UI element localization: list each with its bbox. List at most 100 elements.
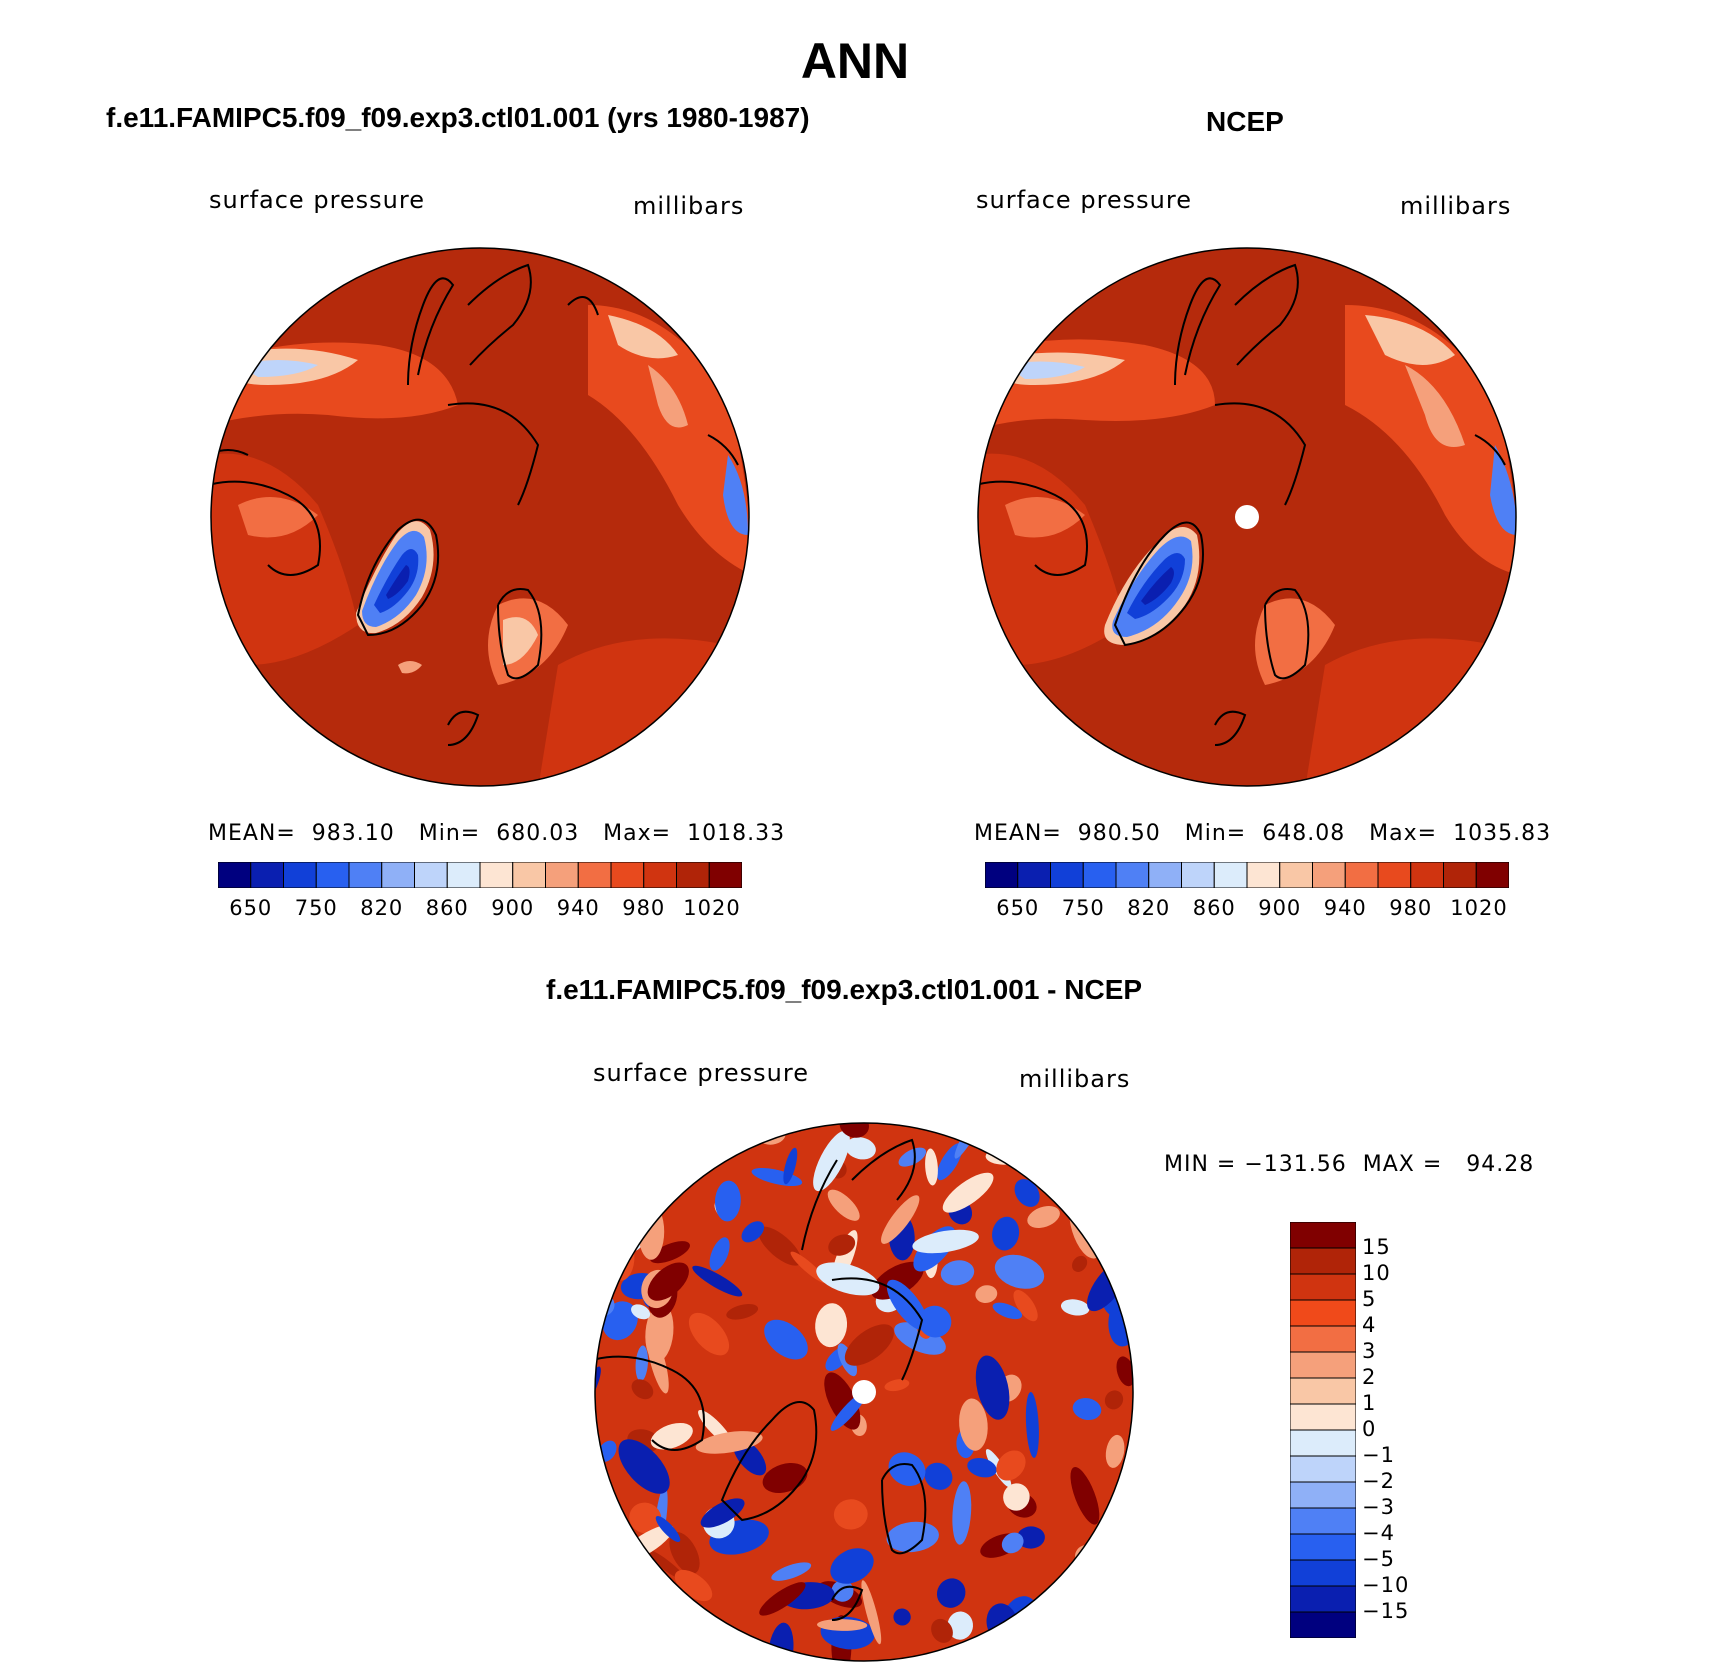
difference-texture-blob xyxy=(645,1123,684,1153)
colorbar-tick-label: 980 xyxy=(1389,896,1433,920)
colorbar-swatch xyxy=(1246,862,1281,888)
map-border xyxy=(210,247,750,787)
difference-texture-blob xyxy=(650,1422,693,1450)
difference-texture-blob xyxy=(967,1457,997,1478)
difference-texture-blob xyxy=(942,1172,994,1213)
colorbar-swatch xyxy=(414,862,448,888)
difference-texture-blob xyxy=(655,1123,711,1142)
difference-texture-blob xyxy=(1013,1289,1038,1322)
main-title: ANN xyxy=(800,33,910,89)
difference-subtitle: f.e11.FAMIPC5.f09_f09.exp3.ctl01.001 - N… xyxy=(546,974,1143,1005)
colorbar-swatch xyxy=(1290,1403,1356,1431)
difference-texture-blob xyxy=(595,1366,601,1404)
difference-texture-blob xyxy=(644,1548,686,1580)
difference-texture-blob xyxy=(1111,1136,1131,1194)
colorbar-tick-label: −15 xyxy=(1362,1599,1410,1623)
difference-texture-blob xyxy=(631,1379,654,1400)
colorbar-swatch xyxy=(1181,862,1215,888)
difference-texture-blob xyxy=(688,1312,730,1356)
colorbar-tick-label: 750 xyxy=(1061,896,1105,920)
model-stats: MEAN= 983.10 Min= 680.03 Max= 1018.33 xyxy=(208,821,786,846)
difference-texture-blob xyxy=(595,1512,613,1550)
colorbar-swatch xyxy=(1290,1377,1356,1405)
difference-texture-blob xyxy=(886,1521,939,1553)
difference-texture-blob xyxy=(783,1147,798,1185)
colorbar-tick-label: 750 xyxy=(294,896,338,920)
difference-texture-blob xyxy=(759,1582,806,1616)
colorbar-tick-label: 820 xyxy=(1127,896,1171,920)
obs-stats: MEAN= 980.50 Min= 648.08 Max= 1035.83 xyxy=(974,821,1552,846)
colorbar-tick-label: −2 xyxy=(1362,1469,1395,1493)
colorbar-swatch xyxy=(446,862,481,888)
colorbar-swatch xyxy=(1279,862,1313,888)
colorbar-swatch xyxy=(1017,862,1051,888)
difference-texture-blob xyxy=(1001,1532,1024,1554)
difference-texture-blob xyxy=(1104,1390,1124,1410)
difference-texture-blob xyxy=(881,1195,920,1244)
difference-texture-blob xyxy=(635,1345,649,1382)
colorbar-swatch xyxy=(1115,862,1150,888)
difference-texture-blob xyxy=(764,1319,808,1360)
difference-texture-blob xyxy=(884,1379,910,1392)
difference-texture-blob xyxy=(1003,1483,1030,1511)
difference-texture-blob xyxy=(629,1502,662,1534)
difference-variable-label: surface pressure xyxy=(593,1059,809,1087)
colorbar-swatch xyxy=(610,862,645,888)
colorbar-tick-label: 980 xyxy=(622,896,666,920)
difference-texture-blob xyxy=(996,1450,1026,1481)
difference-texture-blob xyxy=(618,1578,652,1618)
colorbar-swatch xyxy=(1290,1299,1356,1327)
colorbar-tick-label: 860 xyxy=(425,896,469,920)
difference-texture-blob xyxy=(952,1481,972,1545)
obs-variable-label: surface pressure xyxy=(976,186,1192,214)
difference-texture-blob xyxy=(624,1148,650,1166)
difference-texture-blob xyxy=(695,1431,763,1454)
difference-texture-blob xyxy=(959,1398,988,1451)
colorbar-swatch xyxy=(218,862,252,888)
difference-texture-blob xyxy=(975,1285,998,1303)
colorbar-swatch xyxy=(1377,862,1412,888)
difference-texture-blob xyxy=(650,1241,690,1264)
colorbar-tick-label: 1 xyxy=(1362,1391,1377,1415)
colorbar-tick-label: 940 xyxy=(556,896,600,920)
difference-texture-blob xyxy=(815,1303,848,1348)
colorbar-tick-label: −3 xyxy=(1362,1495,1395,1519)
difference-texture-blob xyxy=(619,1609,651,1639)
colorbar-tick-label: −10 xyxy=(1362,1573,1410,1597)
difference-texture-blob xyxy=(1025,1391,1039,1458)
colorbar-swatch xyxy=(1290,1559,1356,1587)
difference-texture-blob xyxy=(1057,1618,1092,1653)
colorbar-swatch xyxy=(1344,862,1379,888)
colorbar-swatch xyxy=(1290,1455,1356,1483)
colorbar-swatch xyxy=(643,862,677,888)
colorbar-tick-label: 650 xyxy=(996,896,1040,920)
difference-texture-blob xyxy=(1072,1398,1102,1420)
difference-texture-blob xyxy=(1079,1628,1105,1654)
pole-marker xyxy=(1235,505,1259,529)
colorbar-tick-label: 10 xyxy=(1362,1261,1391,1285)
difference-texture-blob xyxy=(924,1462,953,1490)
difference-texture-blob xyxy=(1105,1434,1125,1468)
difference-texture-blob xyxy=(762,1463,808,1493)
difference-texture-blob xyxy=(669,1531,700,1575)
difference-texture-blob xyxy=(844,1324,894,1366)
difference-texture-blob xyxy=(861,1580,882,1645)
colorbar-tick-label: 940 xyxy=(1323,896,1367,920)
difference-texture-blob xyxy=(645,1302,674,1362)
difference-texture-blob xyxy=(1041,1123,1068,1151)
difference-texture-blob xyxy=(1036,1621,1062,1657)
difference-texture-blob xyxy=(595,1531,618,1564)
difference-texture-blob xyxy=(994,1254,1045,1289)
colorbar-swatch xyxy=(512,862,546,888)
difference-texture-blob xyxy=(1070,1467,1100,1525)
colorbar-tick-label: 1020 xyxy=(683,896,741,920)
colorbar-swatch xyxy=(1290,1611,1356,1638)
colorbar-swatch xyxy=(1290,1481,1356,1509)
difference-texture-blob xyxy=(830,1548,874,1584)
difference-texture-blob xyxy=(992,1302,1023,1320)
difference-texture-blob xyxy=(1027,1206,1060,1228)
model-colorbar xyxy=(218,862,742,888)
difference-texture-blob xyxy=(758,1226,802,1266)
difference-texture-blob xyxy=(692,1265,743,1297)
colorbar-tick-label: 0 xyxy=(1362,1417,1377,1441)
